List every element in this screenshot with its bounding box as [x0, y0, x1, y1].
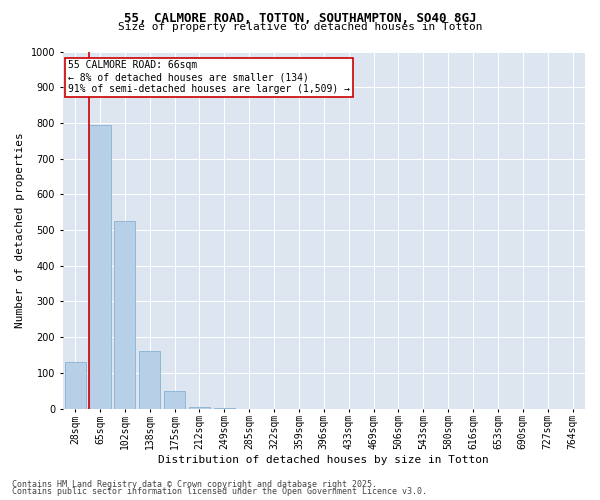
- Bar: [89, 124, 110, 408]
- Y-axis label: Number of detached properties: Number of detached properties: [15, 132, 25, 328]
- Text: 55 CALMORE ROAD: 66sqm
← 8% of detached houses are smaller (134)
91% of semi-det: 55 CALMORE ROAD: 66sqm ← 8% of detached …: [68, 60, 350, 94]
- Bar: [139, 352, 160, 408]
- Text: 55, CALMORE ROAD, TOTTON, SOUTHAMPTON, SO40 8GJ: 55, CALMORE ROAD, TOTTON, SOUTHAMPTON, S…: [124, 12, 476, 26]
- Text: Contains HM Land Registry data © Crown copyright and database right 2025.: Contains HM Land Registry data © Crown c…: [12, 480, 377, 489]
- Bar: [65, 362, 86, 408]
- Text: Size of property relative to detached houses in Totton: Size of property relative to detached ho…: [118, 22, 482, 32]
- Text: Contains public sector information licensed under the Open Government Licence v3: Contains public sector information licen…: [12, 487, 427, 496]
- X-axis label: Distribution of detached houses by size in Totton: Distribution of detached houses by size …: [158, 455, 489, 465]
- Bar: [189, 407, 210, 408]
- Bar: [164, 391, 185, 408]
- Bar: [115, 221, 136, 408]
